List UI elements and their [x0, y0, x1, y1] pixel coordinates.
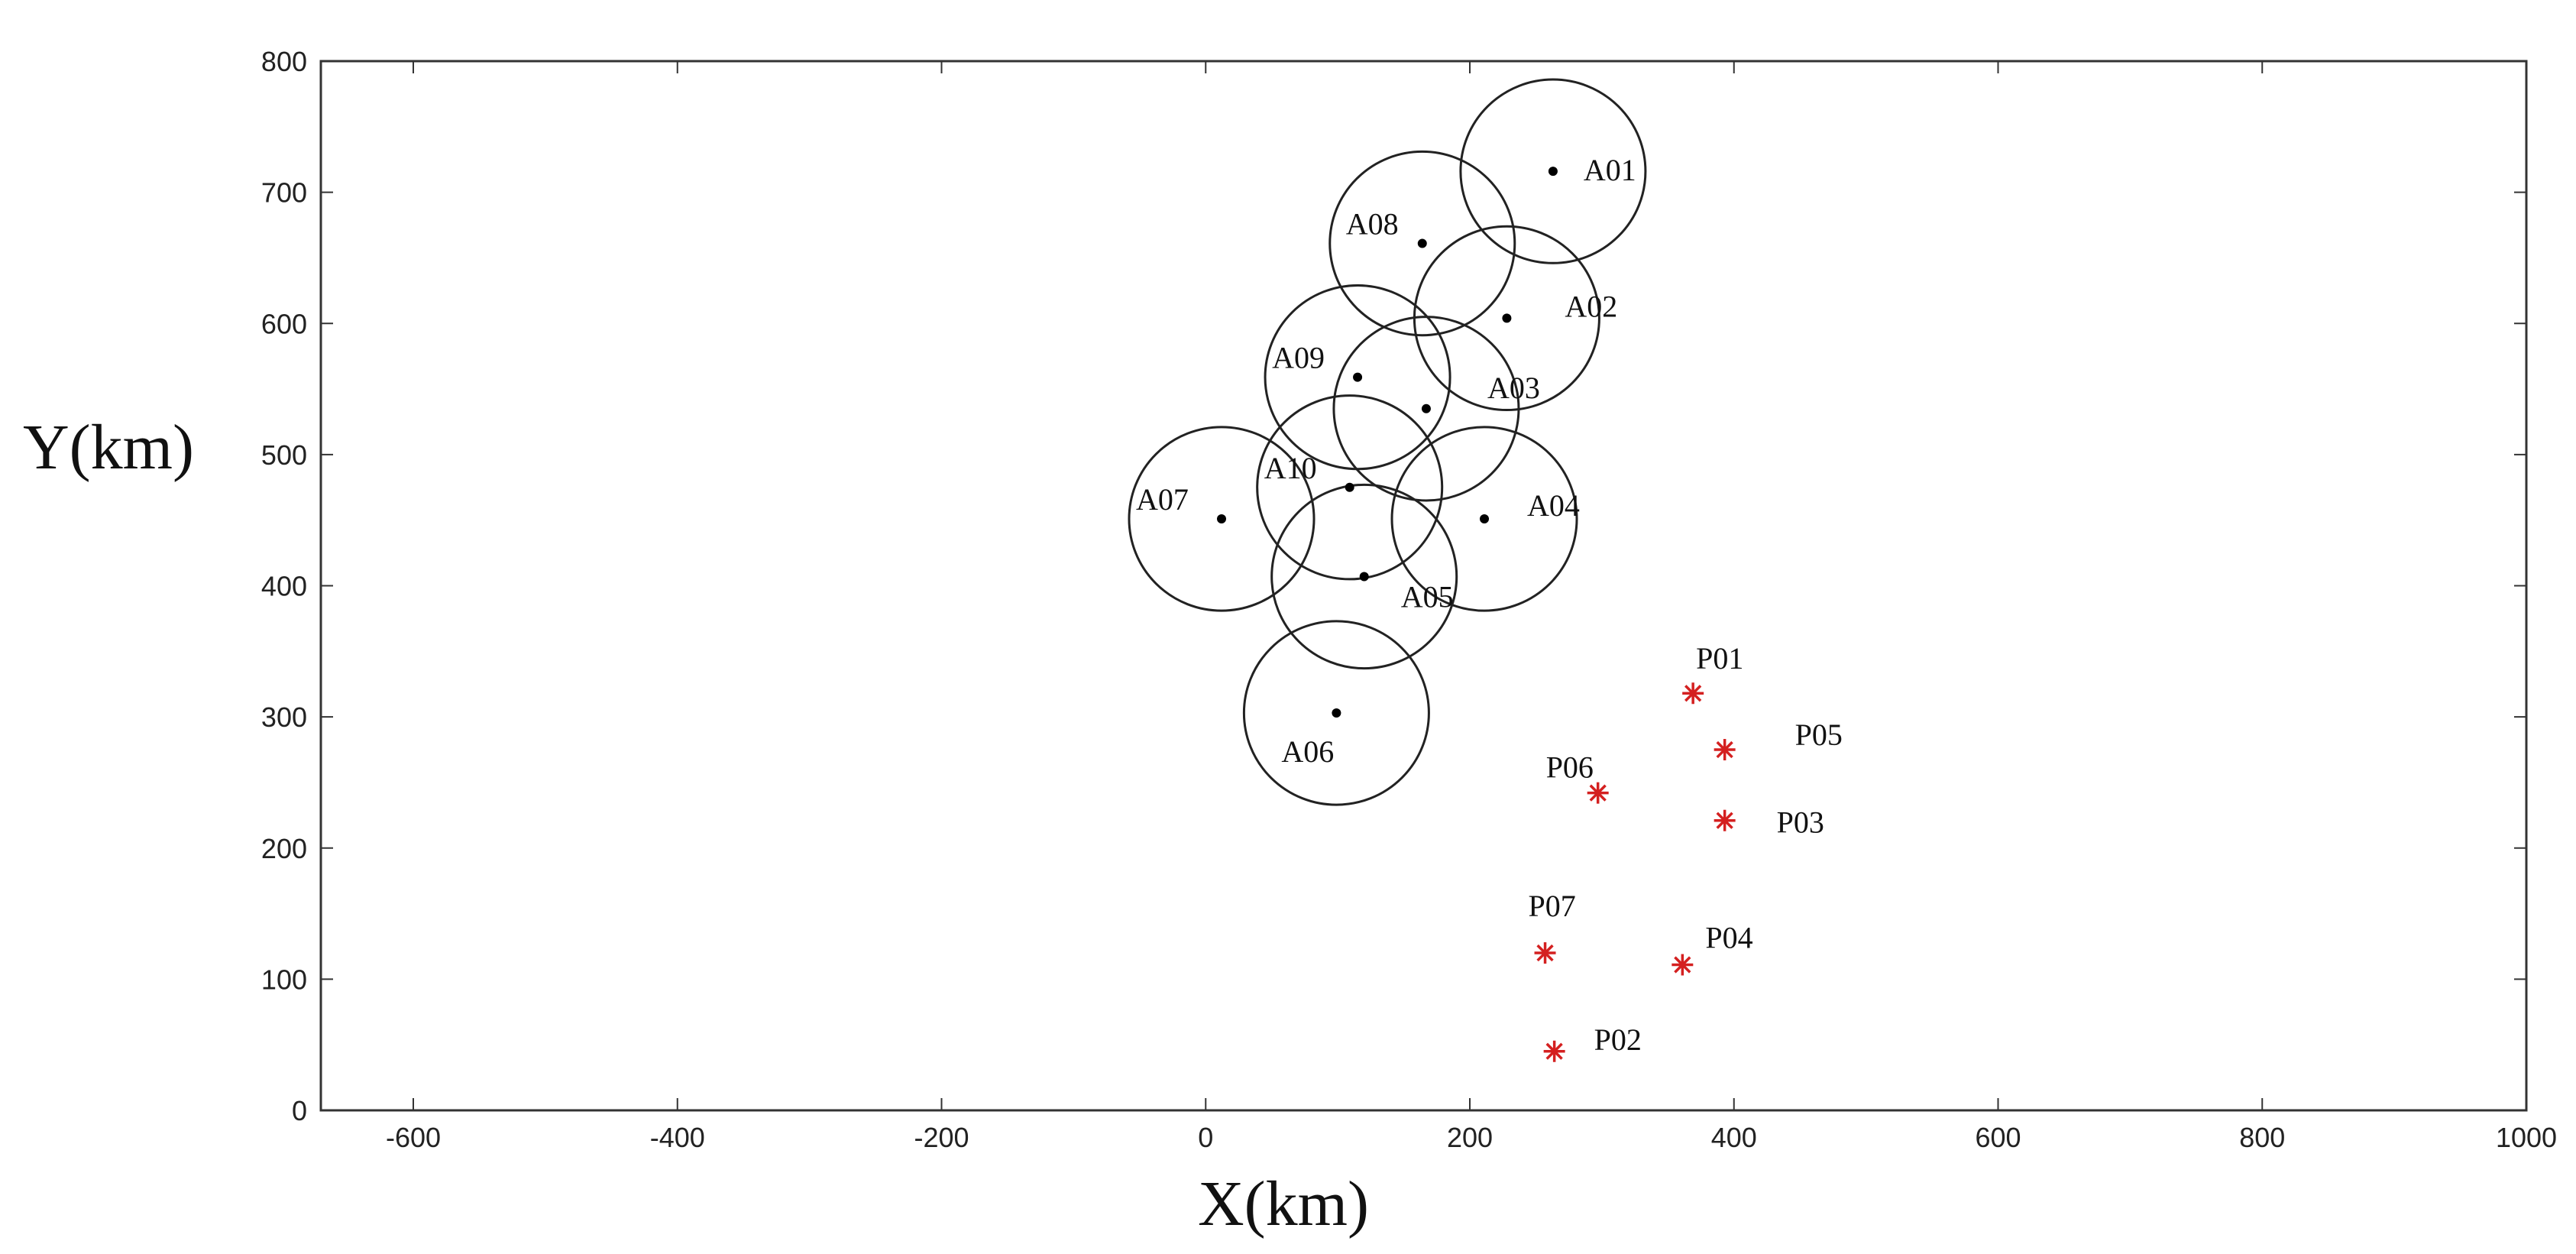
asterisk-stroke — [1684, 685, 1702, 702]
data-points — [1217, 167, 1736, 1062]
x-tick-label: 1000 — [2496, 1122, 2557, 1153]
y-tick-label: 700 — [261, 177, 307, 209]
asterisk-stroke — [1589, 784, 1607, 802]
point-labels: A01 A02 A03 A04 A05 A06 A07 A08 A09 A10 P01 P02 P03 P… — [1136, 153, 1843, 1057]
point-label-a05: A05 — [1401, 579, 1454, 614]
y-tick-label: 600 — [261, 308, 307, 339]
coverage-circle-a10 — [1256, 394, 1444, 581]
point-label-a02: A02 — [1565, 289, 1617, 323]
y-tick-label: 400 — [261, 571, 307, 602]
point-label-p06: P06 — [1546, 750, 1594, 785]
data-point-a09 — [1353, 372, 1363, 382]
point-label-p03: P03 — [1777, 805, 1824, 840]
y-tick-label: 500 — [261, 439, 307, 471]
coverage-circle-a04 — [1390, 426, 1578, 612]
coverage-circles — [1128, 78, 1647, 806]
point-label-a04: A04 — [1527, 488, 1580, 523]
point-label-p04: P04 — [1705, 920, 1752, 954]
point-label-p01: P01 — [1696, 641, 1743, 676]
data-point-p05 — [1714, 739, 1736, 761]
asterisk-stroke — [1674, 956, 1691, 974]
asterisk-stroke — [1545, 1042, 1563, 1060]
x-tick-label: -400 — [650, 1122, 705, 1153]
data-point-a06 — [1332, 708, 1341, 718]
y-tick-label: 300 — [261, 702, 307, 733]
data-point-p04 — [1671, 954, 1694, 976]
point-label-p07: P07 — [1529, 889, 1576, 923]
y-tick-label: 200 — [261, 833, 307, 864]
point-label-p05: P05 — [1795, 718, 1843, 752]
data-point-a05 — [1359, 572, 1369, 582]
data-point-p02 — [1543, 1040, 1565, 1062]
point-label-a09: A09 — [1272, 341, 1325, 375]
point-label-a03: A03 — [1487, 371, 1540, 405]
asterisk-stroke — [1536, 944, 1554, 962]
data-point-p01 — [1682, 682, 1704, 705]
point-label-a06: A06 — [1281, 734, 1334, 769]
y-tick-label: 800 — [261, 46, 307, 77]
point-label-a07: A07 — [1136, 482, 1189, 517]
data-point-p06 — [1587, 782, 1609, 804]
y-axis-title: Y(km) — [23, 412, 194, 483]
x-axis-title: X(km) — [1198, 1168, 1369, 1239]
y-tick-label: 100 — [261, 964, 307, 995]
x-tick-label: 600 — [1975, 1122, 2021, 1153]
data-point-a01 — [1548, 167, 1558, 177]
asterisk-stroke — [1716, 812, 1733, 829]
x-tick-label: -600 — [386, 1122, 441, 1153]
y-tick-label: 0 — [292, 1095, 307, 1126]
x-tick-label: 800 — [2239, 1122, 2285, 1153]
point-label-a10: A10 — [1264, 451, 1317, 485]
point-label-a08: A08 — [1346, 207, 1399, 241]
coverage-circle-a06 — [1242, 620, 1430, 806]
asterisk-stroke — [1716, 740, 1733, 759]
x-tick-label: 400 — [1711, 1122, 1757, 1153]
data-point-a07 — [1217, 514, 1227, 523]
data-point-a02 — [1502, 313, 1512, 323]
point-label-p02: P02 — [1594, 1022, 1642, 1057]
x-tick-label: 0 — [1198, 1122, 1213, 1153]
data-point-a10 — [1345, 482, 1354, 492]
point-label-a01: A01 — [1584, 153, 1636, 187]
coverage-circle-a07 — [1128, 426, 1316, 612]
x-tick-label: -200 — [914, 1122, 969, 1153]
x-axis: -600 -400 -200 0 200 400 600 800 1000 — [386, 61, 2557, 1153]
data-point-a04 — [1480, 514, 1490, 523]
data-point-a03 — [1421, 403, 1431, 413]
coverage-circle-a08 — [1328, 150, 1516, 337]
coverage-circle-a05 — [1270, 483, 1458, 670]
x-tick-label: 200 — [1447, 1122, 1493, 1153]
coverage-circle-a01 — [1459, 78, 1647, 264]
data-point-p07 — [1534, 942, 1556, 964]
data-point-a08 — [1417, 238, 1427, 248]
y-axis: 0 100 200 300 400 500 600 700 800 — [261, 46, 2526, 1126]
coverage-circle-a09 — [1264, 284, 1451, 471]
data-point-p03 — [1714, 809, 1736, 831]
